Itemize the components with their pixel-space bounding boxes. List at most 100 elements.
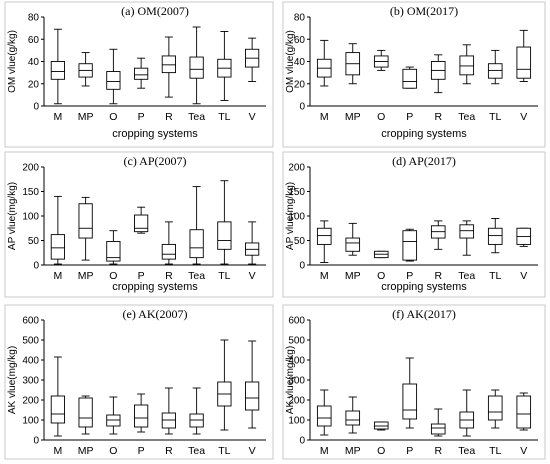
box-O — [374, 422, 388, 430]
box-MP — [346, 397, 360, 433]
box-TL — [218, 181, 231, 264]
y-tick-label: 0 — [299, 102, 305, 113]
iqr-box — [107, 72, 120, 90]
x-tick-label: Tea — [458, 445, 475, 457]
iqr-box — [317, 228, 331, 244]
iqr-box — [134, 405, 147, 427]
box-TL — [218, 340, 231, 430]
x-tick-label: O — [109, 445, 117, 457]
x-tick-label: M — [54, 445, 63, 457]
x-axis-label: cropping systems — [381, 128, 467, 140]
y-tick-label: 0 — [299, 436, 305, 447]
y-tick-label: 500 — [22, 336, 39, 347]
panel-frame — [283, 305, 545, 459]
x-tick-label: MP — [78, 270, 94, 282]
box-Tea — [460, 390, 474, 436]
iqr-box — [162, 413, 175, 428]
x-tick-label: M — [54, 270, 63, 282]
iqr-box — [107, 415, 120, 426]
y-tick-label: 50 — [28, 236, 40, 247]
y-axis-label: OM vlue(g/kg) — [7, 30, 18, 93]
iqr-box — [488, 228, 502, 244]
iqr-box — [460, 225, 474, 238]
y-tick-label: 300 — [22, 376, 39, 387]
iqr-box — [346, 238, 360, 251]
chart-title: (a) OM(2007) — [121, 4, 189, 18]
box-V — [245, 341, 258, 428]
box-M — [317, 40, 331, 86]
x-tick-label: MP — [78, 111, 94, 123]
iqr-box — [134, 215, 147, 232]
x-tick-label: R — [434, 111, 442, 123]
box-R — [431, 221, 445, 249]
iqr-box — [517, 396, 531, 428]
iqr-box — [317, 406, 331, 426]
panel-frame — [5, 305, 273, 459]
iqr-box — [190, 414, 203, 427]
chart-panel-3: (c) AP(2007)050100150200AP vlue(mg/kg)M M… — [5, 152, 273, 297]
iqr-box — [51, 235, 64, 260]
box-R — [162, 222, 175, 264]
chart-title: (b) OM(2017) — [390, 4, 458, 18]
iqr-box — [403, 69, 417, 88]
y-tick-label: 600 — [288, 316, 305, 327]
y-tick-label: 80 — [294, 13, 306, 24]
box-TL — [488, 390, 502, 428]
x-tick-label: Tea — [188, 445, 205, 457]
x-tick-label: TL — [489, 270, 501, 282]
x-tick-label: V — [249, 111, 256, 123]
iqr-box — [162, 56, 175, 73]
x-tick-label: V — [249, 445, 256, 457]
box-R — [431, 409, 445, 436]
x-tick-label: Tea — [188, 111, 205, 123]
box-Tea — [190, 27, 203, 104]
x-axis-label: cropping systems — [381, 281, 467, 293]
y-tick-label: 0 — [33, 102, 39, 113]
iqr-box — [134, 68, 147, 79]
box-V — [245, 38, 258, 81]
box-Tea — [190, 388, 203, 434]
iqr-box — [218, 222, 231, 249]
x-tick-label: R — [165, 111, 173, 123]
chart-title: (c) AP(2007) — [124, 154, 187, 168]
iqr-box — [488, 64, 502, 78]
box-P — [403, 67, 417, 88]
x-tick-label: P — [138, 445, 145, 457]
iqr-box — [79, 204, 92, 238]
chart-panel-5: (e) AK(2007) 0 100 200 300 400 500 600 AK vlue(m… — [5, 305, 273, 459]
box-O — [374, 251, 388, 257]
box-Tea — [190, 187, 203, 264]
x-tick-label: TL — [218, 445, 230, 457]
x-tick-label: MP — [345, 445, 361, 457]
chart-panel-6: (f) AK(2017) 0 100 200 300 400 500 600 AK vlue(m… — [283, 305, 545, 459]
iqr-box — [190, 57, 203, 78]
y-tick-label: 600 — [22, 316, 39, 327]
box-V — [245, 222, 258, 264]
iqr-box — [431, 424, 445, 434]
x-tick-label: V — [249, 270, 256, 282]
x-tick-label: V — [520, 445, 527, 457]
y-tick-label: 200 — [22, 396, 39, 407]
iqr-box — [460, 56, 474, 75]
y-tick-label: 80 — [28, 13, 40, 24]
box-P — [403, 358, 417, 428]
y-tick-label: 60 — [28, 35, 40, 46]
box-M — [317, 221, 331, 263]
chart-panel-1: (a) OM(2007) 0 20 40 60 80 OM vlue(g/kg) M MP O P R… — [5, 2, 273, 147]
box-MP — [79, 396, 92, 434]
x-tick-label: M — [320, 270, 329, 282]
y-tick-label: 100 — [22, 212, 39, 223]
y-tick-label: 400 — [22, 356, 39, 367]
x-axis-label: cropping systems — [112, 281, 198, 293]
iqr-box — [190, 230, 203, 258]
y-axis-label: OM vlue(g/kg) — [285, 30, 296, 93]
y-axis-label: AK vlue(mg/kg) — [7, 346, 18, 414]
box-V — [517, 393, 531, 430]
x-tick-label: TL — [218, 111, 230, 123]
x-tick-label: V — [520, 111, 527, 123]
chart-panel-4: (d) AP(2017)050100150200AP vlue(mg/kg)M M… — [283, 152, 545, 297]
x-tick-label: P — [406, 111, 413, 123]
iqr-box — [403, 384, 417, 419]
x-tick-label: M — [320, 111, 329, 123]
